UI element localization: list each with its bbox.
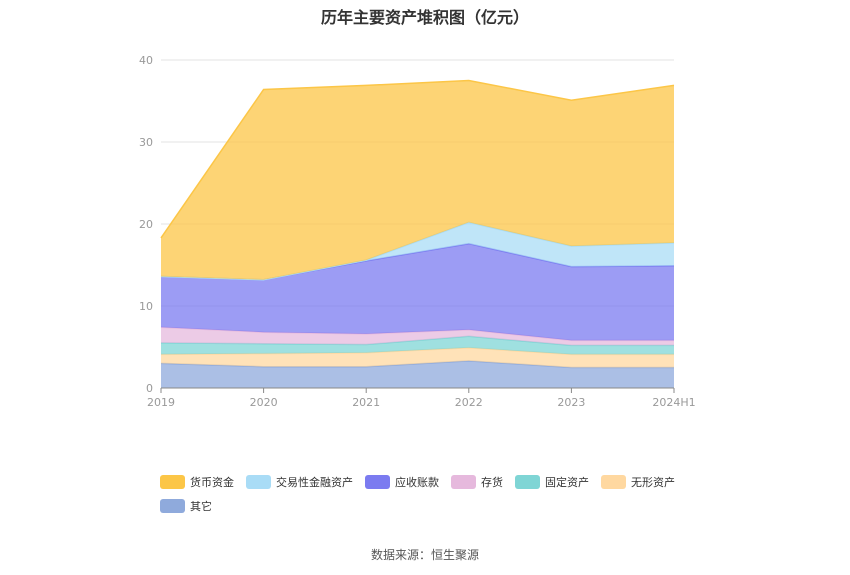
legend-swatch	[160, 475, 185, 489]
legend-swatch	[451, 475, 476, 489]
x-tick-label: 2020	[250, 396, 278, 409]
legend-label: 交易性金融资产	[276, 476, 353, 489]
legend-swatch	[365, 475, 390, 489]
legend-item[interactable]: 无形资产	[601, 474, 675, 490]
x-tick-label: 2022	[455, 396, 483, 409]
series-line-6	[160, 79, 675, 239]
legend-label: 货币资金	[190, 476, 234, 489]
legend-label: 其它	[190, 500, 212, 513]
legend-item[interactable]: 交易性金融资产	[246, 474, 353, 490]
y-tick-label: 40	[139, 54, 153, 67]
area-series-0[interactable]	[161, 360, 674, 388]
area-series-1[interactable]	[161, 347, 674, 368]
area-series-3[interactable]	[161, 327, 674, 346]
legend-swatch	[601, 475, 626, 489]
legend-label: 应收账款	[395, 476, 439, 489]
legend: 货币资金 交易性金融资产 应收账款 存货 固定资产 无形资产其它	[160, 474, 720, 522]
area-series-6[interactable]	[161, 80, 674, 280]
area-series-2[interactable]	[161, 336, 674, 355]
source-note: 数据来源：恒生聚源	[370, 548, 479, 562]
legend-item[interactable]: 货币资金	[160, 474, 234, 490]
area-series	[160, 79, 675, 388]
legend-item[interactable]: 其它	[160, 498, 212, 514]
x-tick-label: 2023	[557, 396, 585, 409]
legend-item[interactable]: 应收账款	[365, 474, 439, 490]
y-tick-label: 20	[139, 218, 153, 231]
y-tick-label: 30	[139, 136, 153, 149]
area-series-4[interactable]	[161, 243, 674, 341]
legend-swatch	[515, 475, 540, 489]
legend-item[interactable]: 固定资产	[515, 474, 589, 490]
legend-swatch	[160, 499, 185, 513]
legend-label: 固定资产	[545, 476, 589, 489]
legend-label: 存货	[481, 476, 503, 489]
x-tick-label: 2024H1	[652, 396, 695, 409]
legend-item[interactable]: 存货	[451, 474, 503, 490]
x-tick-label: 2019	[147, 396, 175, 409]
legend-swatch	[246, 475, 271, 489]
legend-label: 无形资产	[631, 476, 675, 489]
y-tick-label: 10	[139, 300, 153, 313]
chart-title: 历年主要资产堆积图（亿元）	[320, 8, 529, 27]
area-series-5[interactable]	[161, 222, 674, 280]
y-tick-label: 0	[146, 382, 153, 395]
axes: 0 10 20 30 40 2019 2020 2021 2022 2023 2024H1	[139, 54, 696, 409]
x-tick-label: 2021	[352, 396, 380, 409]
